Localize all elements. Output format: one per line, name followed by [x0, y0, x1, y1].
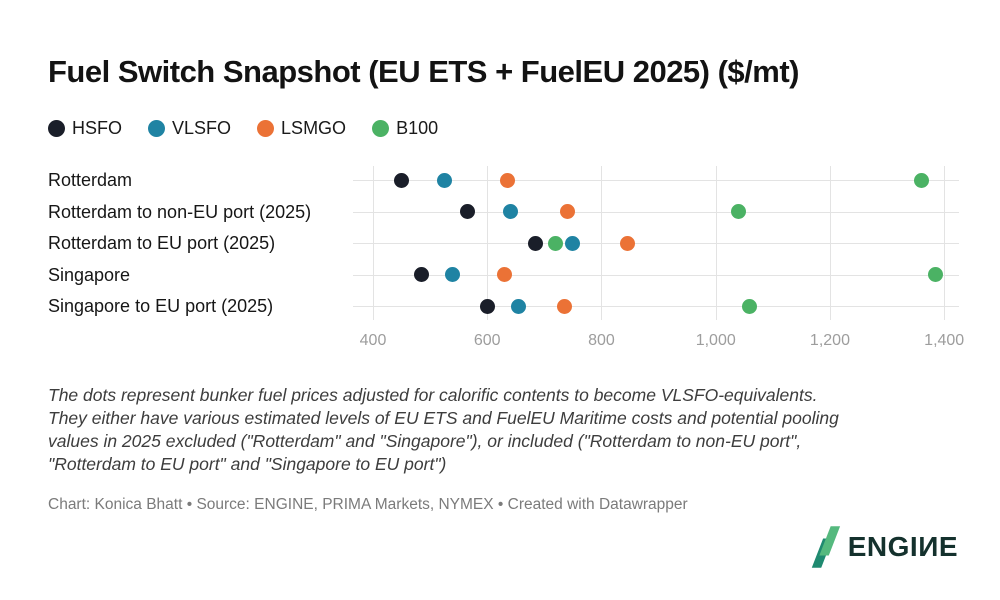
x-tick-label: 1,000 — [695, 332, 736, 349]
dot-plot-area: 400 600 800 1,000 1,200 1,400 — [353, 166, 964, 349]
engine-logo-mark-icon — [811, 526, 840, 568]
category-label: Singapore to EU port (2025) — [48, 296, 274, 317]
legend-dot-icon — [48, 120, 65, 137]
chart-notes-line: The dots represent bunker fuel prices ad… — [48, 385, 818, 405]
x-tick-label: 1,200 — [809, 332, 850, 349]
category-label: Rotterdam to non-EU port (2025) — [48, 201, 312, 222]
row-gridline — [353, 180, 959, 181]
x-tick-label: 1,400 — [924, 332, 965, 349]
x-gridline — [487, 166, 489, 320]
legend-label: HSFO — [72, 118, 123, 138]
dot-vlsfo-row0 — [436, 172, 452, 188]
x-tick-label: 400 — [359, 332, 387, 349]
legend: HSFO VLSFO LSMGO B100 — [48, 118, 438, 139]
x-gridline — [373, 166, 374, 320]
dot-vlsfo-row3 — [445, 267, 461, 283]
category-label: Rotterdam to EU port (2025) — [48, 233, 276, 254]
row-gridline — [353, 211, 959, 213]
legend-item-vlsfo: VLSFO — [148, 118, 231, 139]
x-tick-label: 800 — [588, 332, 615, 349]
legend-item-lsmgo: LSMGO — [257, 118, 346, 139]
row-gridline — [353, 243, 959, 245]
dot-lsmgo-row2 — [619, 235, 635, 251]
legend-label: B100 — [396, 118, 439, 138]
x-gridline — [829, 166, 831, 320]
dot-hsfo-row1 — [459, 204, 475, 220]
row-gridline — [353, 274, 959, 276]
legend-item-hsfo: HSFO — [48, 118, 122, 139]
legend-dot-icon — [257, 120, 275, 137]
x-gridline — [944, 166, 946, 320]
x-gridline — [601, 166, 603, 320]
legend-label: LSMGO — [281, 118, 347, 138]
legend-dot-icon — [148, 120, 166, 137]
dot-lsmgo-row1 — [559, 204, 575, 220]
chart-notes-line: values in 2025 excluded ("Rotterdam" and… — [48, 431, 802, 451]
chart-credit: Chart: Konica Bhatt • Source: ENGINE, PR… — [48, 496, 688, 513]
row-gridline — [353, 306, 959, 308]
legend-label: VLSFO — [172, 118, 232, 138]
category-label: Rotterdam — [48, 170, 133, 190]
engine-logo-text: ENGIИE — [847, 531, 958, 562]
chart-notes-line: They either have various estimated level… — [48, 408, 839, 428]
dot-hsfo-row3 — [414, 267, 430, 283]
dot-b100-row1 — [731, 204, 747, 220]
legend-dot-icon — [372, 120, 390, 137]
dot-b100-row2 — [548, 235, 564, 251]
chart-title: Fuel Switch Snapshot (EU ETS + FuelEU 20… — [48, 54, 800, 89]
chart-notes: The dots represent bunker fuel prices ad… — [48, 384, 839, 476]
dot-b100-row4 — [742, 298, 758, 314]
dot-b100-row0 — [913, 172, 929, 188]
dot-vlsfo-row4 — [511, 298, 527, 314]
dot-hsfo-row2 — [528, 235, 544, 251]
x-tick-label: 600 — [473, 332, 501, 349]
dot-lsmgo-row0 — [499, 172, 515, 188]
dot-lsmgo-row4 — [556, 298, 572, 314]
engine-logo: ENGIИE — [808, 526, 958, 568]
legend-item-b100: B100 — [372, 118, 438, 139]
category-label: Singapore — [48, 264, 131, 285]
dot-hsfo-row0 — [394, 172, 410, 188]
dot-hsfo-row4 — [479, 298, 495, 314]
dot-lsmgo-row3 — [496, 267, 512, 283]
dot-vlsfo-row2 — [565, 235, 581, 251]
x-gridline — [715, 166, 717, 320]
dot-vlsfo-row1 — [502, 204, 518, 220]
dot-b100-row3 — [928, 267, 944, 283]
chart-notes-line: "Rotterdam to EU port" and "Singapore to… — [48, 454, 447, 474]
